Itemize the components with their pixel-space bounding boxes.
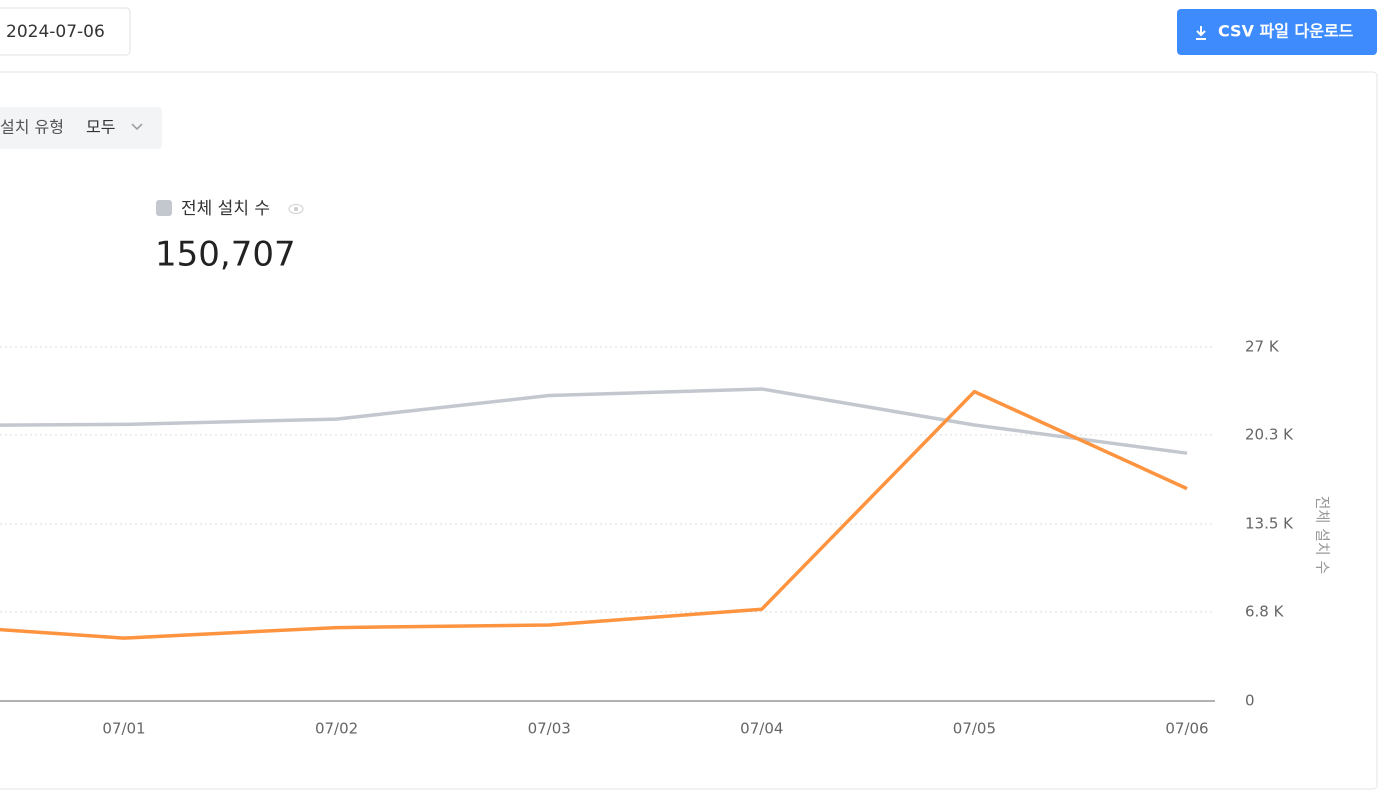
date-picker[interactable]: [0, 7, 131, 56]
y-tick-label: 0: [1245, 692, 1255, 710]
filter-dropdown[interactable]: [0, 107, 162, 149]
series-line: [0, 387, 1188, 455]
x-tick-label: 07/02: [315, 720, 358, 738]
total-value: 150,707: [155, 235, 296, 275]
filter-label: 설치 유형: [0, 118, 64, 137]
card: [0, 71, 1378, 790]
legend-label[interactable]: 전체 설치 수: [181, 199, 270, 219]
eye-icon[interactable]: [288, 204, 304, 214]
x-tick-label: 07/01: [102, 720, 145, 738]
download-button[interactable]: [1177, 9, 1377, 55]
y-tick-label: 20.3 K: [1245, 425, 1294, 443]
y-tick-label: 6.8 K: [1245, 602, 1285, 620]
x-tick-label: 07/06: [1165, 720, 1208, 738]
x-tick-label: 07/05: [953, 720, 996, 738]
series-line: [0, 389, 1188, 640]
x-tick-label: 07/03: [528, 720, 571, 738]
y-axis-label: 전체 설치 수: [1314, 496, 1332, 575]
x-tick-label: 07/04: [740, 720, 783, 738]
eye-pupil: [294, 207, 298, 211]
date-text: 2024-07-06: [6, 22, 105, 42]
y-tick-label: 27 K: [1245, 338, 1280, 356]
y-tick-label: 13.5 K: [1245, 515, 1294, 533]
chevron-icon: [131, 123, 143, 131]
download-icon: [1196, 26, 1206, 40]
download-text: CSV 파일 다운로드: [1218, 22, 1354, 41]
plot: 0 6.8 K 13.5 K 20.3 K 27 K 전체 설치 수 07/01 07/02 0…: [0, 338, 1332, 738]
filter-value: 모두: [86, 118, 115, 137]
legend-swatch: [156, 200, 172, 216]
